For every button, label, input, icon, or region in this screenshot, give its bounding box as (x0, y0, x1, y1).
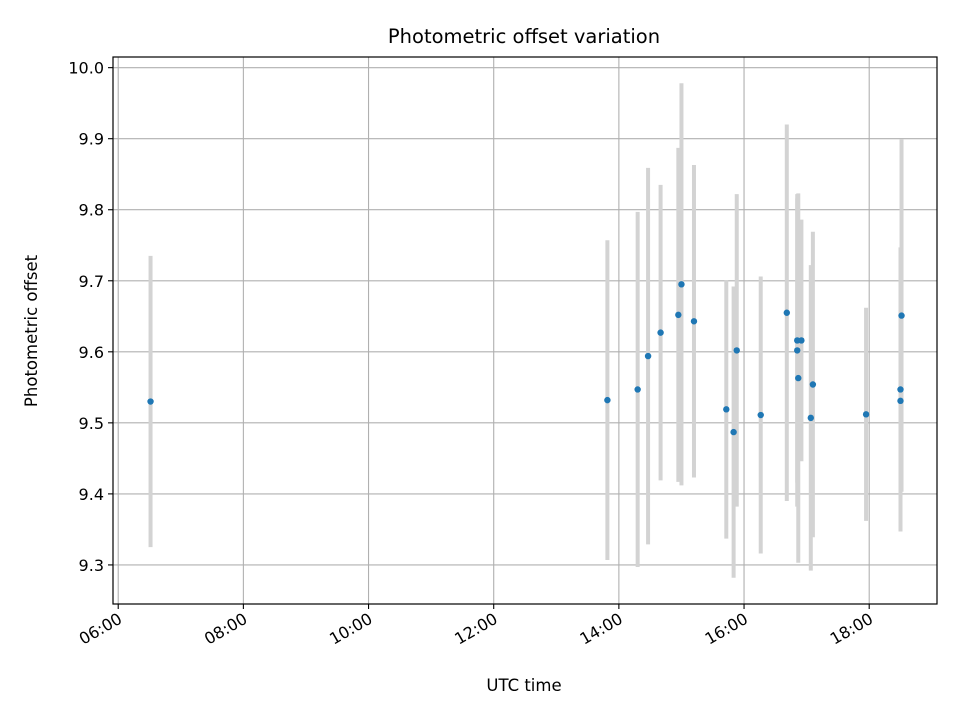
data-point (862, 411, 870, 418)
y-axis: 9.3 9.4 9.5 9.6 9.7 9.8 9.9 10.0 (68, 59, 113, 575)
y-tick-label: 9.4 (79, 485, 104, 504)
y-tick-label: 9.9 (79, 130, 104, 149)
data-point (795, 374, 802, 382)
data-point (634, 386, 641, 393)
data-point (678, 281, 685, 288)
data-point (898, 312, 905, 319)
plot-area-frame (112, 56, 938, 605)
data-point (657, 329, 664, 336)
data-point (794, 347, 801, 354)
data-point (604, 396, 611, 404)
y-axis-label: Photometric offset (22, 254, 41, 407)
y-tick-label: 9.7 (79, 272, 104, 291)
y-tick-label: 10.0 (68, 59, 104, 78)
y-tick-label: 9.3 (79, 556, 104, 575)
y-tick-label: 9.8 (79, 201, 104, 220)
data-point (757, 411, 764, 419)
x-axis-label: UTC time (486, 676, 561, 695)
y-tick-label: 9.5 (79, 414, 104, 433)
data-point (644, 352, 652, 360)
data-points (147, 281, 905, 436)
data-point (690, 318, 698, 325)
data-point (809, 381, 817, 388)
data-point (807, 414, 814, 422)
data-point (783, 309, 791, 316)
data-point (723, 406, 730, 413)
chart-title: Photometric offset variation (388, 25, 660, 48)
data-point (733, 347, 740, 354)
data-point (897, 397, 904, 405)
data-point (897, 386, 904, 393)
y-tick-label: 9.6 (79, 343, 104, 362)
data-point (730, 428, 737, 436)
data-point (675, 311, 682, 319)
data-point (798, 337, 805, 344)
data-point (147, 398, 154, 405)
